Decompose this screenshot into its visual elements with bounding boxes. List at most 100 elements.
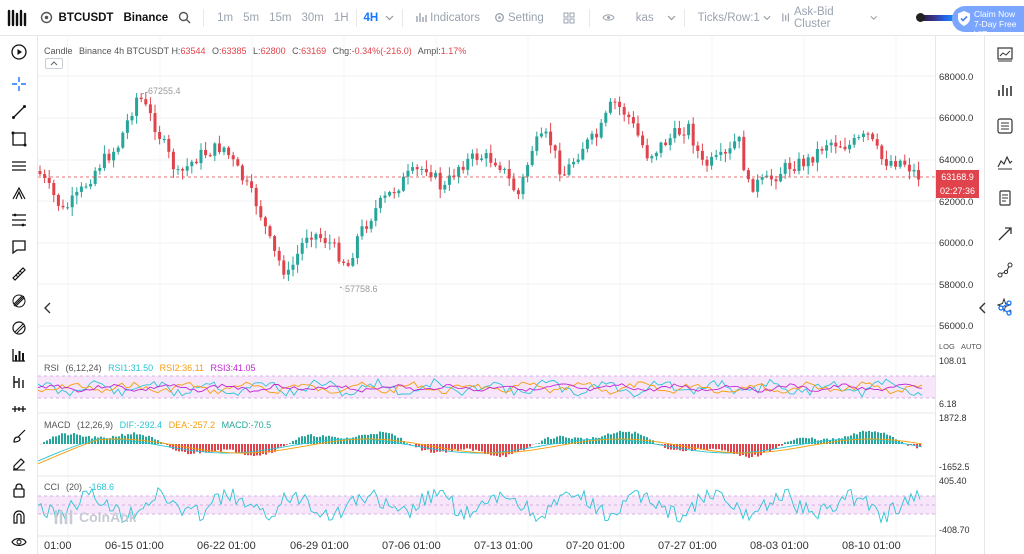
macd-bar (250, 444, 252, 456)
price-tick: 66000.0 (939, 113, 974, 124)
horizontal-lines-icon[interactable] (9, 156, 29, 176)
candle-body (765, 175, 769, 178)
share-icon[interactable] (977, 298, 989, 318)
macd-bar (859, 431, 861, 444)
candle-body (443, 184, 447, 190)
share-network-icon[interactable] (995, 298, 1015, 318)
indicators-button[interactable]: Indicators (411, 12, 485, 24)
ruler-icon[interactable] (9, 264, 29, 284)
trend-arrow-icon[interactable] (995, 224, 1015, 244)
candle-body (889, 161, 893, 166)
macd-bar (172, 444, 174, 450)
trend-line-icon[interactable] (9, 102, 29, 122)
macd-bar (118, 436, 120, 444)
candle-body (300, 242, 304, 254)
interval-dropdown-chevron-icon[interactable] (385, 15, 394, 21)
chart-area[interactable]: Candle Binance 4h BTCUSDT H:63544 O:6338… (38, 36, 935, 554)
collapse-legend-button[interactable] (45, 58, 63, 69)
kas-chevron-icon[interactable] (667, 15, 676, 21)
candle-body (259, 206, 263, 218)
ticks-row-selector[interactable]: Ticks/Row:1 (693, 12, 776, 24)
lock-icon[interactable] (9, 480, 29, 500)
interval-4h[interactable]: 4H (363, 11, 379, 24)
macd-bar (649, 439, 651, 444)
candle-body (788, 162, 792, 170)
log-toggle[interactable]: LOG (939, 342, 955, 351)
macd-bar (292, 440, 294, 444)
candle-body (866, 133, 870, 135)
macd-bar (832, 438, 834, 444)
macd-bar (112, 435, 114, 444)
candle-body (825, 145, 829, 151)
high-mark-leader (141, 91, 149, 95)
kas-selector[interactable]: kas (635, 11, 654, 24)
time-tick: 07-06 01:00 (382, 540, 441, 552)
interval-1h[interactable]: 1H (333, 11, 349, 24)
crosshair-icon[interactable] (9, 74, 29, 94)
macd-bar (313, 436, 315, 444)
claim-vip-button[interactable]: Claim Now 7-Day Free VIP (952, 6, 1024, 39)
candle-body (608, 101, 612, 113)
ask-bid-cluster-selector[interactable]: Ask-Bid Cluster (776, 6, 883, 30)
candle-body (167, 138, 171, 152)
candle-body (871, 133, 875, 140)
auto-toggle[interactable]: AUTO (960, 342, 982, 351)
macd-bar (295, 439, 297, 444)
pitchfork-icon[interactable] (9, 183, 29, 203)
price-axis[interactable]: 68000.0 66000.0 64000.0 62000.0 60000.0 … (935, 36, 984, 554)
depth-chart-icon[interactable] (995, 152, 1015, 172)
axis-mode-toggle[interactable]: LOG AUTO (939, 342, 982, 351)
candle-body (204, 149, 208, 156)
interval-5m[interactable]: 5m (243, 11, 260, 24)
rsi2-value: RSI2:36.11 (159, 363, 204, 373)
chart-canvas[interactable] (38, 36, 935, 554)
magnet-icon[interactable] (9, 507, 29, 527)
macd-bar (919, 444, 921, 447)
candle-body (273, 236, 277, 251)
candle-body (760, 177, 764, 180)
interval-1m[interactable]: 1m (217, 11, 234, 24)
callout-icon[interactable] (9, 237, 29, 257)
position-tool-icon[interactable] (9, 372, 29, 392)
macd-bar (79, 435, 81, 444)
rectangle-icon[interactable] (9, 129, 29, 149)
candle-body (365, 226, 369, 229)
eraser-icon[interactable] (9, 453, 29, 473)
notes-icon[interactable] (995, 188, 1015, 208)
candle-body (797, 158, 801, 171)
volume-profile-icon[interactable] (9, 345, 29, 365)
search-icon[interactable] (178, 11, 191, 24)
macd-bar (358, 435, 360, 444)
brush-icon[interactable] (9, 426, 29, 446)
coinank-logo-icon[interactable] (0, 0, 34, 36)
eye-icon[interactable] (602, 13, 615, 22)
macd-bar (190, 444, 192, 455)
pattern-tool-icon[interactable] (9, 291, 29, 311)
order-list-icon[interactable] (995, 116, 1015, 136)
macd-bar (403, 441, 405, 444)
measure-icon[interactable] (9, 399, 29, 419)
bar-stats-icon[interactable] (995, 80, 1015, 100)
candle-body (682, 134, 686, 136)
play-replay-icon[interactable] (9, 42, 29, 62)
candle-body (332, 242, 336, 244)
fib-retracement-icon[interactable] (9, 210, 29, 230)
setting-button[interactable]: Setting (489, 12, 549, 24)
interval-15m[interactable]: 15m (269, 11, 292, 24)
candle-body (917, 169, 921, 180)
cycle-tool-icon[interactable] (9, 318, 29, 338)
candle-body (107, 153, 111, 161)
chart-panel-icon[interactable] (995, 44, 1015, 64)
candle-body (38, 171, 42, 175)
visibility-eye-icon[interactable] (9, 532, 29, 552)
price-tick: 58000.0 (939, 280, 974, 291)
node-link-icon[interactable] (995, 260, 1015, 280)
interval-30m[interactable]: 30m (301, 11, 324, 24)
scroll-left-icon[interactable] (44, 302, 52, 317)
macd-bar (502, 444, 504, 456)
macd-bar (631, 433, 633, 444)
symbol-selector[interactable]: BTCUSDT Binance (40, 11, 168, 24)
macd-bar (679, 444, 681, 451)
macd-bar (244, 444, 246, 456)
layout-grid-icon[interactable] (563, 12, 575, 24)
